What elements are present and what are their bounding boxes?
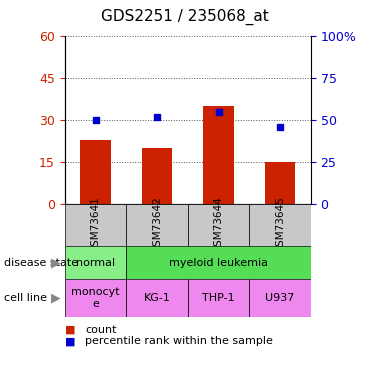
Text: ■: ■	[65, 336, 75, 346]
Bar	[249, 279, 311, 317]
Text: count: count	[85, 325, 117, 335]
Bar	[188, 204, 249, 246]
Text: normal: normal	[76, 258, 115, 267]
Text: U937: U937	[265, 293, 295, 303]
Text: GSM73645: GSM73645	[275, 196, 285, 254]
Text: GSM73642: GSM73642	[152, 196, 162, 254]
Text: THP-1: THP-1	[202, 293, 235, 303]
Bar	[265, 162, 295, 204]
Bar	[126, 246, 311, 279]
Text: cell line: cell line	[4, 293, 47, 303]
Bar	[188, 279, 249, 317]
Bar	[126, 279, 188, 317]
Text: myeloid leukemia: myeloid leukemia	[169, 258, 268, 267]
Text: KG-1: KG-1	[144, 293, 171, 303]
Bar	[80, 140, 111, 204]
Text: GSM73641: GSM73641	[91, 196, 101, 254]
Text: monocyt
e: monocyt e	[71, 287, 120, 309]
Bar	[126, 204, 188, 246]
Bar	[65, 279, 126, 317]
Bar	[65, 246, 126, 279]
Text: ■: ■	[65, 325, 75, 335]
Bar	[249, 204, 311, 246]
Text: disease state: disease state	[4, 258, 78, 267]
Text: percentile rank within the sample: percentile rank within the sample	[85, 336, 273, 346]
Bar	[142, 148, 172, 204]
Text: GSM73644: GSM73644	[213, 196, 223, 254]
Text: ▶: ▶	[51, 256, 60, 269]
Bar	[65, 204, 126, 246]
Text: ▶: ▶	[51, 292, 60, 304]
Text: GDS2251 / 235068_at: GDS2251 / 235068_at	[101, 9, 269, 25]
Bar	[203, 106, 234, 204]
